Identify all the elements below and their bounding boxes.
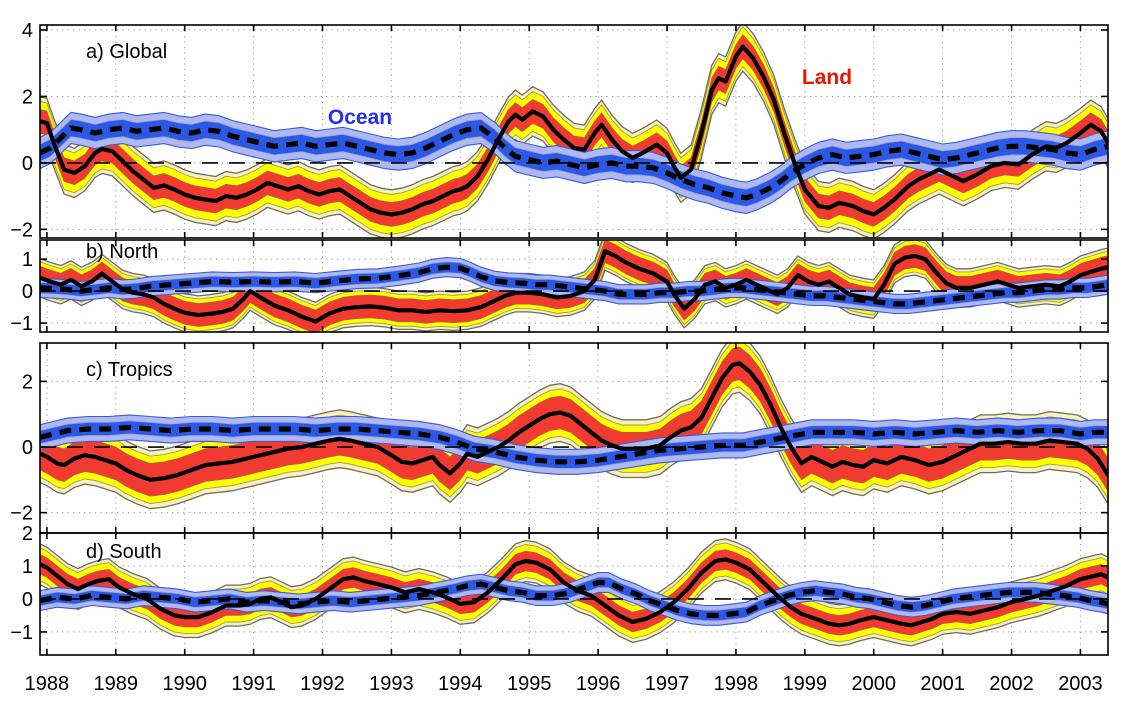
panel-a-frame	[39, 24, 1109, 239]
y-tick-label: 1	[22, 556, 33, 578]
panel-d-frame	[39, 532, 1109, 656]
panel-d-title: d) South	[86, 541, 162, 563]
land-mean-line	[40, 249, 1108, 324]
panel-b-frame	[39, 239, 1109, 333]
panel-a-y-axis-labels: 4 2 0 −2	[10, 20, 33, 241]
x-tick-label: 1995	[507, 673, 552, 695]
x-tick-label: 1990	[162, 673, 207, 695]
x-tick-label: 1993	[369, 673, 414, 695]
x-axis-labels: 1988 1989 1990 1991 1992 1993 1994 1995 1996 1997…	[25, 673, 1103, 695]
y-tick-label: 2	[22, 523, 33, 545]
y-tick-label: 2	[22, 371, 33, 393]
y-tick-label: −2	[10, 219, 33, 241]
y-tick-label: 2	[22, 86, 33, 108]
land-inner-uncertainty-band	[40, 34, 1108, 227]
panel-c-y-axis-labels: 2 0 −2	[10, 371, 33, 524]
panel-b-y-axis-labels: 1 0 −1	[10, 249, 33, 335]
land-mean-line	[40, 361, 1108, 482]
x-tick-label: 1997	[645, 673, 690, 695]
x-tick-label: 1991	[231, 673, 276, 695]
ocean-mean-line	[40, 125, 1108, 201]
panel-a-title: a) Global	[86, 41, 167, 63]
y-tick-label: 0	[22, 281, 33, 303]
y-tick-label: 1	[22, 249, 33, 271]
panel-c-title: c) Tropics	[86, 359, 173, 381]
panel-c-plot-area	[40, 343, 1108, 533]
ocean-mean-line	[40, 264, 1108, 307]
x-tick-label: 2000	[851, 673, 896, 695]
y-tick-label: 0	[22, 437, 33, 459]
x-tick-label: 1999	[783, 673, 828, 695]
x-tick-label: 1989	[94, 673, 139, 695]
land-series-label: Land	[802, 66, 852, 89]
x-tick-label: 1998	[714, 673, 759, 695]
land-mean-line	[40, 44, 1108, 217]
y-tick-label: 0	[22, 153, 33, 175]
y-tick-label: 0	[22, 589, 33, 611]
panel-a-plot-area	[40, 25, 1108, 238]
land-mean-line	[40, 557, 1108, 628]
y-tick-label: 4	[22, 20, 33, 42]
x-tick-label: 1994	[438, 673, 483, 695]
panel-d-y-axis-labels: 2 1 0 −1	[10, 523, 33, 644]
x-tick-label: 1996	[576, 673, 621, 695]
y-tick-label: −1	[10, 622, 33, 644]
panel-b-title: b) North	[86, 241, 158, 263]
ocean-series-label: Ocean	[328, 106, 392, 129]
ocean-mean-line	[40, 579, 1108, 618]
y-tick-label: −1	[10, 313, 33, 335]
x-tick-label: 2001	[920, 673, 965, 695]
x-tick-label: 2002	[989, 673, 1034, 695]
ocean-outer-uncertainty-band	[40, 572, 1108, 626]
ocean-mean-line	[40, 424, 1108, 465]
x-tick-label: 1988	[25, 673, 70, 695]
panel-d-plot-area	[40, 533, 1108, 655]
panel-b-plot-area	[40, 240, 1108, 332]
x-tick-label: 2003	[1058, 673, 1103, 695]
x-tick-label: 1992	[300, 673, 345, 695]
y-tick-label: −2	[10, 503, 33, 525]
